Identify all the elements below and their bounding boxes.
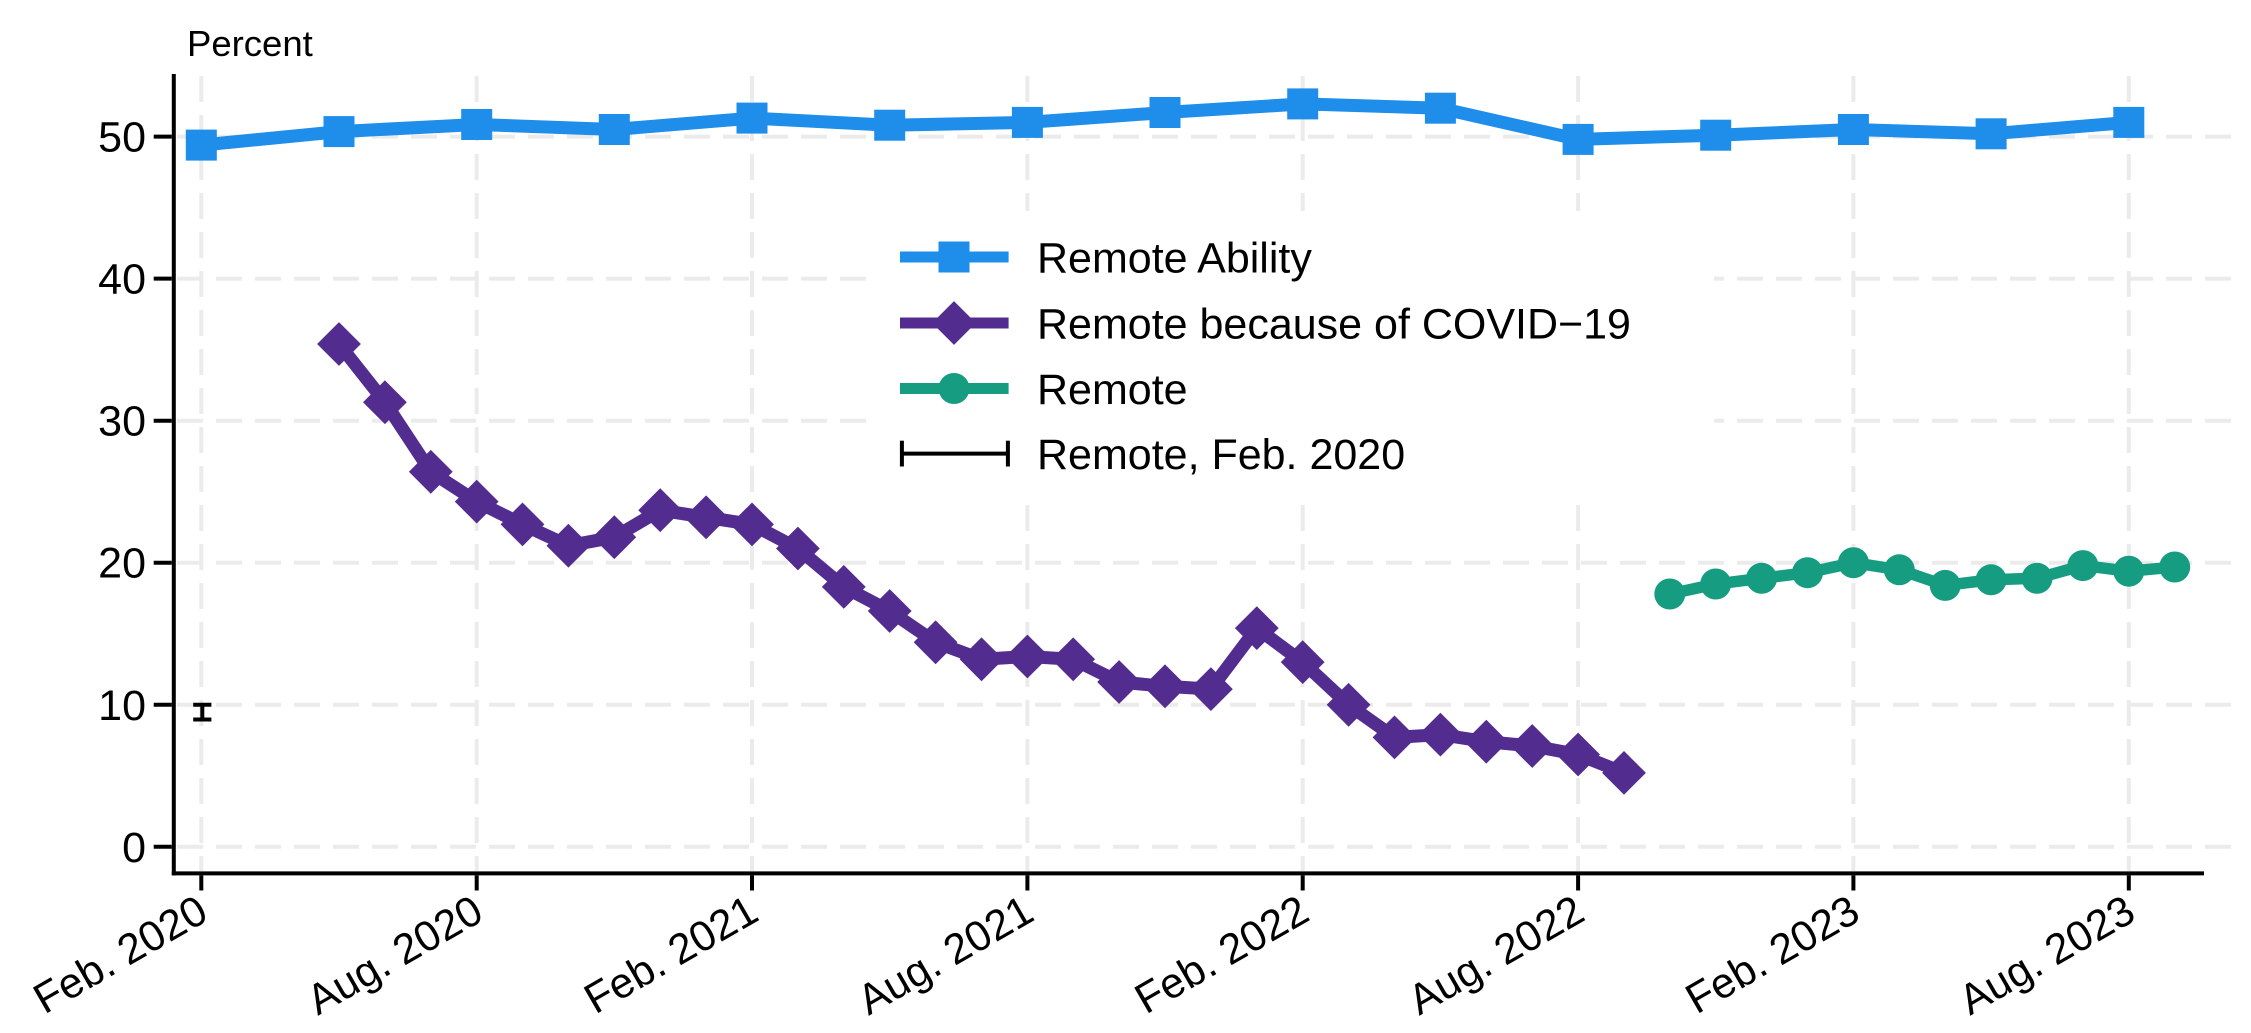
svg-text:30: 30 bbox=[98, 398, 146, 446]
svg-text:20: 20 bbox=[98, 540, 146, 588]
svg-text:Remote, Feb. 2020: Remote, Feb. 2020 bbox=[1037, 431, 1405, 479]
svg-text:40: 40 bbox=[98, 256, 146, 304]
svg-text:50: 50 bbox=[98, 114, 146, 162]
svg-text:Remote because of COVID−19: Remote because of COVID−19 bbox=[1037, 300, 1631, 348]
svg-text:Remote: Remote bbox=[1037, 366, 1188, 414]
svg-text:Percent: Percent bbox=[187, 23, 313, 64]
svg-text:10: 10 bbox=[98, 682, 146, 730]
svg-text:Remote Ability: Remote Ability bbox=[1037, 234, 1312, 282]
svg-text:0: 0 bbox=[122, 824, 146, 872]
